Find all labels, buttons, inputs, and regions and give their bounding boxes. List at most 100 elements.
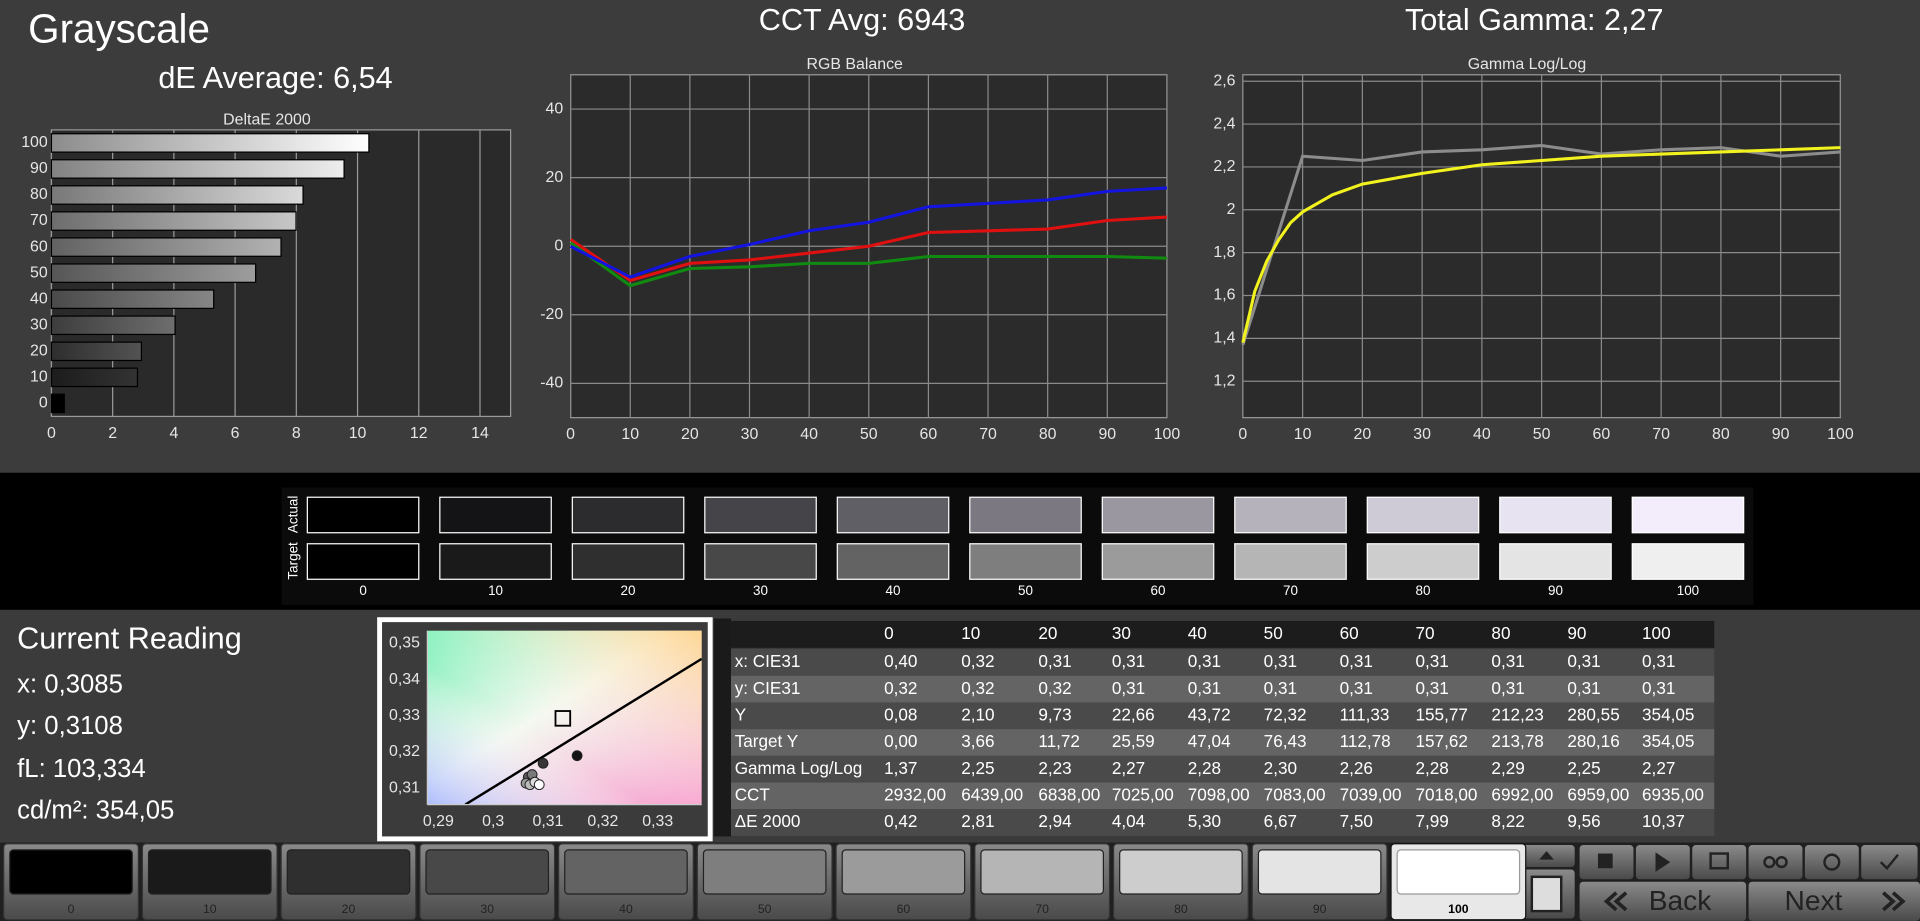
- table-cell: 0,31: [1416, 678, 1449, 698]
- measured-point: [537, 757, 549, 769]
- table-cell: 0,32: [961, 651, 994, 671]
- x-tick-label: 4: [169, 425, 178, 442]
- actual-swatch: [1499, 496, 1612, 534]
- icon: [1655, 852, 1671, 872]
- y-tick-label: 0,33: [389, 707, 420, 724]
- planckian-locus: [464, 657, 703, 806]
- table-cell: 2932,00: [884, 785, 946, 805]
- table-cell: 6992,00: [1491, 785, 1553, 805]
- table-cell: 3,66: [961, 731, 994, 751]
- y-tick-label: 30: [30, 316, 48, 333]
- actual-swatch: [1366, 496, 1480, 534]
- table-header-cell: 20: [1038, 623, 1057, 643]
- table-row: [731, 649, 1715, 676]
- table-cell: 0,31: [1188, 678, 1221, 698]
- actual-swatch: [1101, 496, 1215, 534]
- table-cell: 0,32: [961, 678, 994, 698]
- x-tick-label: 30: [1413, 426, 1431, 443]
- table-cell: 2,28: [1188, 758, 1221, 778]
- y-tick-label: 1,8: [1213, 244, 1235, 261]
- swatch-label: 70: [1283, 583, 1298, 598]
- x-tick-label: 2: [108, 425, 117, 442]
- step-button[interactable]: [1692, 844, 1747, 880]
- table-header-cell: 60: [1340, 623, 1359, 643]
- y-tick-label: 50: [30, 264, 48, 281]
- check-button[interactable]: [1861, 844, 1918, 880]
- next-button[interactable]: [1748, 881, 1920, 921]
- y-tick-label: 10: [30, 369, 48, 386]
- level-label: 0: [68, 902, 75, 916]
- target-swatch: [969, 543, 1082, 580]
- level-swatch: [1396, 849, 1521, 895]
- table-row: [731, 729, 1715, 756]
- table-cell: 0,31: [1642, 651, 1675, 671]
- table-cell: x: CIE31: [735, 651, 801, 671]
- table-cell: 2,94: [1038, 811, 1072, 831]
- table-header-cell: 90: [1567, 623, 1586, 643]
- x-tick-label: 0: [566, 426, 575, 443]
- level-label: 40: [619, 902, 633, 916]
- table-cell: 354,05: [1642, 731, 1694, 751]
- table-cell: 0,32: [1038, 678, 1071, 698]
- level-swatch: [286, 849, 411, 895]
- target-swatch: [439, 543, 552, 580]
- table-cell: 0,31: [1264, 651, 1297, 671]
- y-tick-label: -20: [540, 306, 563, 323]
- bar: [50, 211, 297, 231]
- actual-swatch: [969, 496, 1082, 534]
- table-row: [731, 755, 1715, 783]
- measured-point: [571, 750, 583, 762]
- level-swatch: [1119, 849, 1243, 895]
- x-tick-label: 80: [1039, 426, 1057, 443]
- y-tick-label: 20: [30, 343, 48, 360]
- y-tick-label: 90: [30, 160, 48, 177]
- icon: [1603, 891, 1628, 912]
- refresh-button[interactable]: [1804, 844, 1859, 880]
- table-cell: y: CIE31: [735, 678, 801, 698]
- bar: [50, 289, 215, 309]
- level-label: 80: [1174, 902, 1188, 916]
- level-label: 90: [1313, 902, 1327, 916]
- table-cell: 9,73: [1038, 704, 1071, 724]
- table-cell: 157,62: [1416, 731, 1468, 751]
- y-tick-label: 100: [21, 134, 48, 151]
- target-swatch: [306, 543, 420, 580]
- x-tick-label: 0,32: [587, 813, 618, 830]
- table-cell: 22,66: [1112, 704, 1155, 724]
- table-header-cell: 50: [1264, 623, 1283, 643]
- table-row: [731, 702, 1715, 730]
- x-tick-label: 20: [681, 426, 699, 443]
- table-row: [731, 809, 1715, 836]
- chart-title: Gamma Log/Log: [1468, 56, 1586, 73]
- table-cell: 2,10: [961, 704, 994, 724]
- x-tick-label: 12: [410, 425, 428, 442]
- de-average: dE Average: 6,54: [158, 61, 392, 95]
- level-label: 100: [1448, 902, 1469, 916]
- back-button[interactable]: [1579, 881, 1747, 921]
- x-tick-label: 40: [800, 426, 818, 443]
- x-tick-label: 20: [1354, 426, 1372, 443]
- y-tick-label: 0,32: [389, 743, 420, 760]
- icon: [1882, 891, 1906, 912]
- table-cell: 2,29: [1491, 758, 1524, 778]
- table-cell: 5,30: [1188, 811, 1221, 831]
- icon: [1530, 875, 1563, 913]
- table-cell: 111,33: [1340, 704, 1390, 724]
- reading-line: y: 0,3108: [17, 712, 123, 740]
- x-tick-label: 8: [292, 425, 301, 442]
- table-cell: 280,16: [1567, 731, 1619, 751]
- series-line: [569, 241, 1167, 288]
- table-cell: 7018,00: [1416, 785, 1478, 805]
- table-cell: 2,30: [1264, 758, 1297, 778]
- table-cell: 11,72: [1038, 731, 1080, 751]
- y-tick-label: 1,6: [1213, 287, 1235, 304]
- table-cell: 2,26: [1340, 758, 1373, 778]
- x-tick-label: 70: [1652, 426, 1670, 443]
- table-cell: 0,31: [1491, 678, 1524, 698]
- level-swatch: [1257, 849, 1382, 895]
- x-tick-label: 60: [1593, 426, 1611, 443]
- table-cell: Target Y: [735, 731, 799, 751]
- level-swatch: [425, 849, 550, 895]
